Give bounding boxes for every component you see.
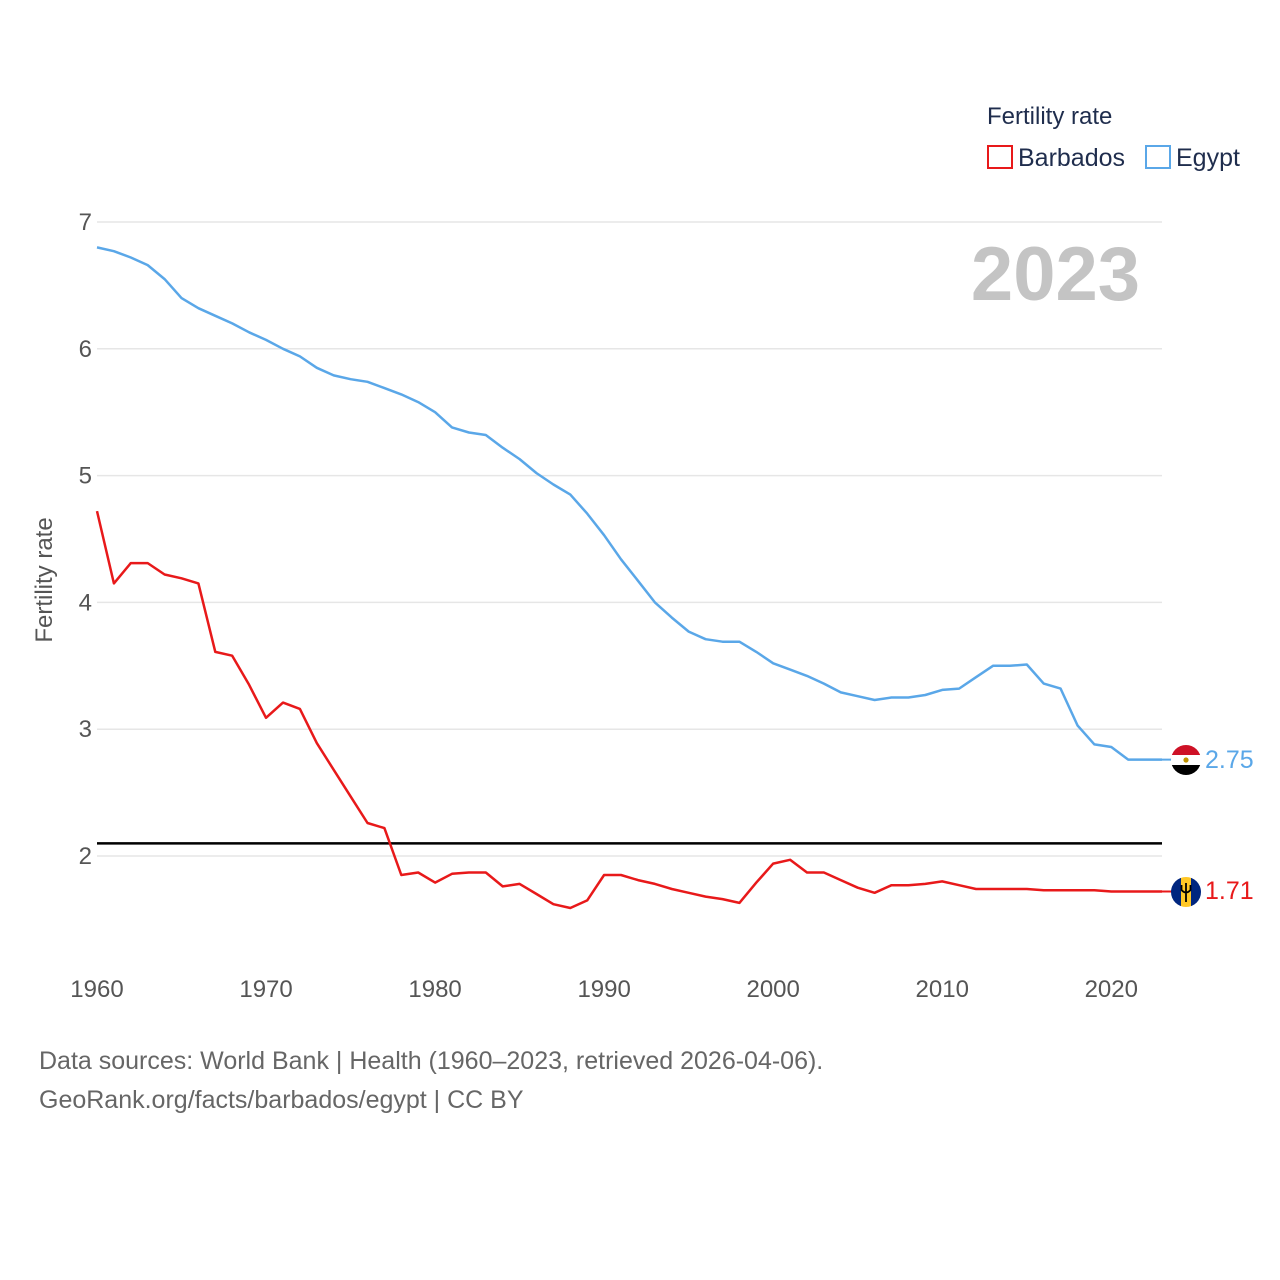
year-label: 2023 (971, 232, 1140, 317)
grid-lines (97, 221, 1162, 857)
barbados-end-value: 1.71 (1205, 877, 1254, 905)
y-axis-title: Fertility rate (31, 517, 58, 642)
x-tick-label-1990: 1990 (577, 976, 630, 1003)
x-tick-label-1960: 1960 (70, 976, 123, 1003)
egypt-flag-icon (1171, 745, 1201, 775)
x-tick-label-2010: 2010 (916, 976, 969, 1003)
legend: Fertility rate Barbados Egypt (987, 103, 1240, 172)
legend-title: Fertility rate (987, 103, 1112, 130)
x-tick-label-1970: 1970 (239, 976, 292, 1003)
y-tick-label-3: 3 (79, 716, 92, 743)
legend-swatch-barbados[interactable] (987, 145, 1013, 169)
egypt-end-value: 2.75 (1205, 746, 1254, 774)
x-axis-ticks: 1960 1970 1980 1990 2000 2010 2020 (70, 976, 1138, 1003)
y-tick-label-2: 2 (79, 843, 92, 870)
y-tick-label-7: 7 (79, 209, 92, 236)
credit-link[interactable]: GeoRank.org/facts/barbados/egypt | CC BY (39, 1086, 524, 1114)
legend-label-egypt[interactable]: Egypt (1176, 144, 1240, 172)
barbados-flag-icon (1171, 877, 1201, 907)
series-line-barbados[interactable] (95, 510, 1162, 910)
y-tick-label-4: 4 (79, 589, 92, 616)
legend-label-barbados[interactable]: Barbados (1018, 144, 1125, 172)
series-line-egypt[interactable] (96, 246, 1162, 761)
x-tick-label-2020: 2020 (1085, 976, 1138, 1003)
x-tick-label-2000: 2000 (746, 976, 799, 1003)
y-axis-ticks: 2 3 4 5 6 7 (79, 209, 92, 870)
data-source-note: Data sources: World Bank | Health (1960–… (39, 1047, 823, 1075)
legend-swatch-egypt[interactable] (1145, 145, 1171, 169)
y-tick-label-6: 6 (79, 336, 92, 363)
x-tick-label-1980: 1980 (408, 976, 461, 1003)
y-tick-label-5: 5 (79, 463, 92, 490)
series-lines (95, 246, 1172, 910)
